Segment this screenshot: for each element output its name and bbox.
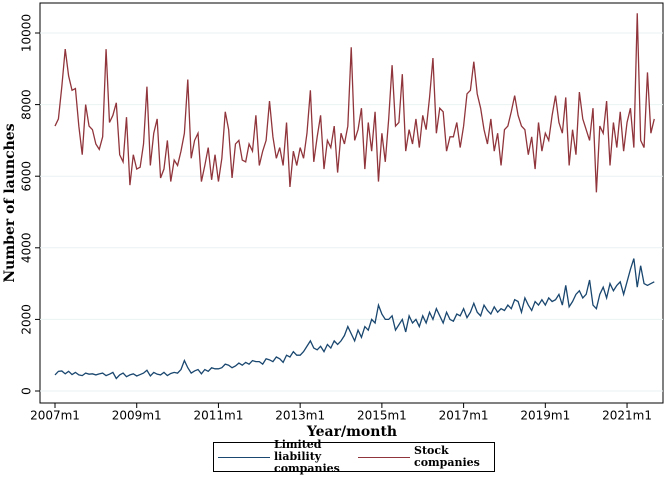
legend-entry: Limited liability companies	[214, 439, 354, 475]
y-tick-label: 8000	[20, 89, 34, 120]
legend-swatch	[218, 456, 270, 458]
y-tick-label: 2000	[20, 304, 34, 335]
legend: Limited liability companies Stock compan…	[213, 439, 495, 475]
x-tick-label: 2017m1	[439, 409, 489, 423]
legend-entry: Stock companies	[354, 443, 494, 471]
plot-frame	[39, 2, 664, 404]
series-line	[54, 258, 655, 380]
y-axis-title: Number of launches	[2, 123, 18, 282]
y-tick-label: 6000	[20, 161, 34, 192]
x-tick-label: 2011m1	[194, 409, 244, 423]
legend-label: Stock companies	[414, 444, 480, 469]
legend-swatch	[358, 456, 410, 458]
y-tick-label: 0	[20, 387, 34, 395]
x-tick-label: 2007m1	[30, 409, 80, 423]
y-tick-label: 10000	[20, 14, 34, 52]
x-tick-label: 2009m1	[112, 409, 162, 423]
x-tick-label: 2015m1	[357, 409, 407, 423]
x-tick-label: 2019m1	[520, 409, 570, 423]
x-axis-title: Year/month	[306, 424, 397, 440]
x-tick-label: 2021m1	[602, 409, 652, 423]
legend-label: Limited liability companies	[274, 438, 340, 475]
x-tick-label: 2013m1	[275, 409, 325, 423]
chart: Number of launches Year/month 0 2000 4000 6…	[2, 2, 664, 440]
y-tick-label: 4000	[20, 233, 34, 264]
series-line	[54, 13, 655, 193]
